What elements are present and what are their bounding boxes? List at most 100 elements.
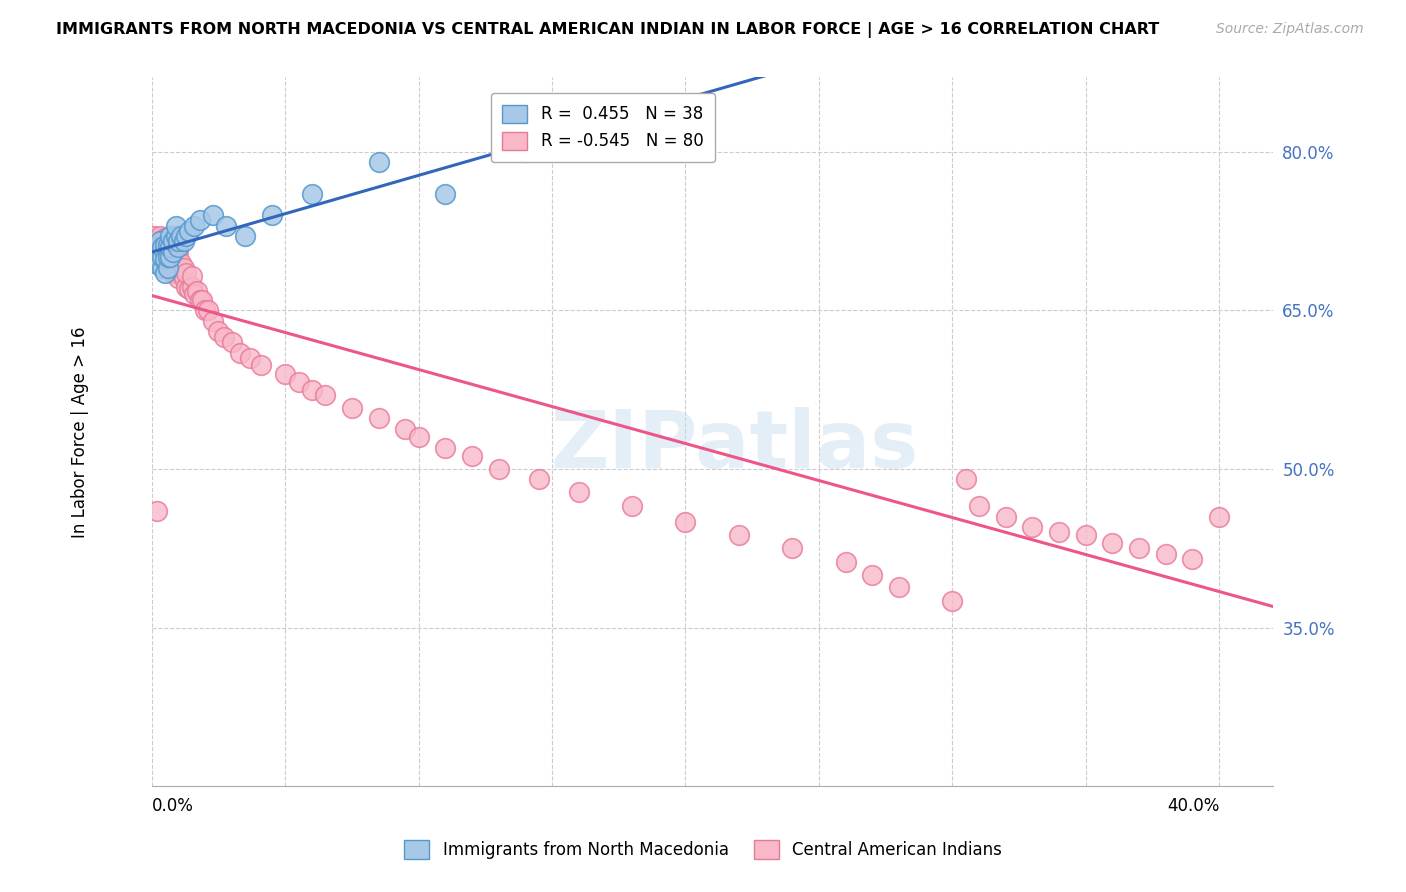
Point: [149, 245, 172, 260]
Point: [461, 449, 484, 463]
Point: [1047, 525, 1070, 540]
Point: [955, 473, 977, 487]
Point: [183, 219, 205, 233]
Point: [887, 581, 910, 595]
Point: [860, 567, 883, 582]
Point: [367, 155, 389, 169]
Point: [191, 293, 214, 307]
Point: [167, 240, 190, 254]
Point: [1154, 547, 1177, 561]
Point: [183, 287, 205, 301]
Point: [153, 237, 176, 252]
Point: [212, 329, 235, 343]
Point: [152, 240, 174, 254]
Point: [176, 266, 198, 280]
Point: [1181, 551, 1204, 566]
Point: [173, 260, 195, 275]
Point: [675, 515, 697, 529]
Point: [156, 240, 179, 254]
Point: [146, 250, 169, 264]
Point: [239, 351, 262, 365]
Text: IMMIGRANTS FROM NORTH MACEDONIA VS CENTRAL AMERICAN INDIAN IN LABOR FORCE | AGE : IMMIGRANTS FROM NORTH MACEDONIA VS CENTR…: [56, 22, 1160, 38]
Point: [149, 245, 172, 260]
Legend: Immigrants from North Macedonia, Central American Indians: Immigrants from North Macedonia, Central…: [398, 834, 1008, 866]
Point: [170, 255, 193, 269]
Point: [162, 266, 184, 280]
Point: [780, 541, 803, 556]
Point: [143, 255, 166, 269]
Point: [527, 473, 550, 487]
Point: [1074, 527, 1097, 541]
Point: [165, 219, 187, 233]
Point: [162, 245, 184, 260]
Point: [153, 255, 176, 269]
Point: [314, 388, 336, 402]
Point: [260, 208, 283, 222]
Point: [229, 345, 252, 359]
Point: [165, 255, 187, 269]
Point: [1021, 520, 1043, 534]
Point: [153, 231, 176, 245]
Point: [197, 303, 219, 318]
Point: [727, 527, 749, 541]
Point: [156, 260, 179, 275]
Point: [146, 240, 169, 254]
Point: [215, 219, 238, 233]
Point: [167, 235, 190, 249]
Point: [153, 245, 176, 260]
Point: [162, 252, 184, 267]
Point: [156, 237, 179, 252]
Point: [408, 430, 430, 444]
Point: [146, 235, 169, 249]
Point: [186, 284, 208, 298]
Point: [159, 240, 181, 254]
Point: [159, 240, 181, 254]
Point: [159, 229, 181, 244]
Point: [568, 485, 591, 500]
Point: [367, 411, 389, 425]
Point: [941, 594, 963, 608]
Point: [162, 240, 184, 254]
Point: [177, 224, 200, 238]
Point: [173, 235, 195, 249]
Point: [159, 250, 181, 264]
Point: [167, 245, 190, 260]
Point: [176, 280, 198, 294]
Point: [207, 324, 229, 338]
Point: [167, 259, 190, 273]
Point: [250, 358, 273, 372]
Point: [967, 499, 990, 513]
Point: [152, 250, 174, 264]
Text: Source: ZipAtlas.com: Source: ZipAtlas.com: [1216, 22, 1364, 37]
Point: [170, 266, 193, 280]
Point: [152, 260, 174, 275]
Point: [162, 235, 184, 249]
Point: [621, 499, 644, 513]
Point: [152, 240, 174, 254]
Point: [156, 255, 179, 269]
Point: [156, 250, 179, 264]
Point: [180, 280, 202, 294]
Point: [143, 229, 166, 244]
Point: [180, 269, 202, 284]
Point: [188, 293, 211, 307]
Point: [274, 367, 297, 381]
Point: [153, 252, 176, 267]
Point: [515, 145, 537, 159]
Point: [167, 271, 190, 285]
Point: [152, 250, 174, 264]
Point: [177, 282, 200, 296]
Legend: R =  0.455   N = 38, R = -0.545   N = 80: R = 0.455 N = 38, R = -0.545 N = 80: [491, 93, 716, 161]
Point: [1128, 541, 1150, 556]
Point: [488, 462, 510, 476]
Point: [1101, 536, 1123, 550]
Text: 40.0%: 40.0%: [1167, 797, 1219, 815]
Point: [176, 229, 198, 244]
Point: [434, 186, 457, 201]
Point: [188, 213, 211, 227]
Point: [159, 260, 181, 275]
Point: [159, 250, 181, 264]
Point: [301, 383, 323, 397]
Point: [146, 250, 169, 264]
Point: [340, 401, 363, 415]
